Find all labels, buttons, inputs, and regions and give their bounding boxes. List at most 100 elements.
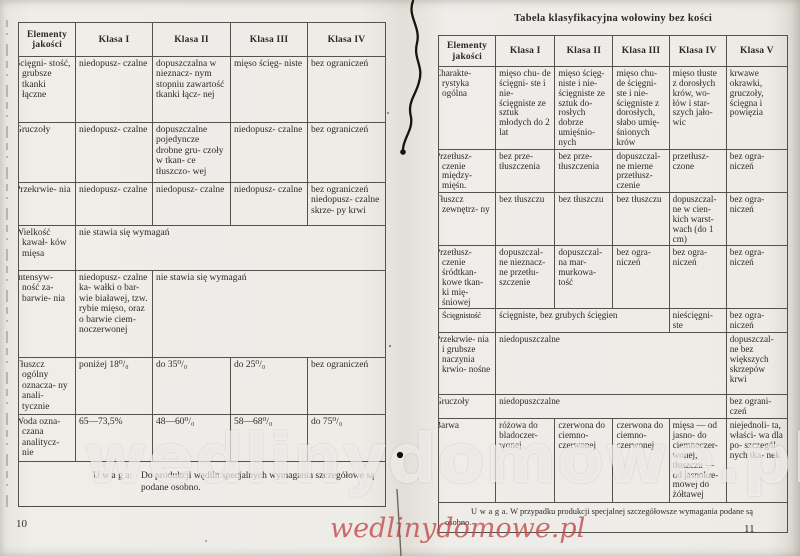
page-number-right: 11 bbox=[744, 523, 755, 535]
table-cell: czerwona do ciemno- czerwonej bbox=[554, 418, 614, 504]
row-label: Woda ozna- czana analitycz- nie bbox=[18, 414, 76, 462]
table-cell: bez ograniczeń niedopusz- czalne skrze- … bbox=[307, 182, 386, 226]
table-cell: bez ogra- niczeń bbox=[668, 245, 727, 310]
page-title: Tabela klasyfikacyjna wołowiny bez kości bbox=[513, 13, 713, 24]
table-cell: do 75⁰/₀ bbox=[307, 414, 386, 462]
table-cell: dopuszczal- ne bez większych skrzepów kr… bbox=[725, 332, 789, 396]
row-label: Gruczoły bbox=[18, 122, 76, 183]
table-cell: nie stawia się wymagań bbox=[75, 225, 386, 271]
table-cell: niedopusz- czalne bbox=[230, 182, 308, 226]
table-cell: czerwona do ciemno- czerwonej bbox=[612, 418, 670, 504]
table-cell: dopuszczalne pojedyncze drobne gru- czoł… bbox=[152, 122, 231, 183]
column-header: Klasa I bbox=[495, 35, 556, 67]
table-cell: dopuszczal- na mar- murkowa- tość bbox=[554, 245, 614, 310]
page-number-left: 10 bbox=[16, 518, 27, 530]
row-label: Tłuszcz ogólny oznacza- ny anali- tyczni… bbox=[18, 357, 76, 415]
footnote-label: U w a g a: bbox=[93, 471, 133, 481]
table-cell: bez tłuszczu bbox=[554, 192, 614, 247]
table-cell: bez ogra- niczeń bbox=[725, 245, 789, 310]
column-header: Klasa II bbox=[554, 35, 614, 67]
column-header: Klasa III bbox=[612, 35, 670, 67]
table-cell: 48—60⁰/₀ bbox=[152, 414, 231, 462]
table-cell: bez prze- tłuszczenia bbox=[495, 148, 556, 194]
table-cell: niedopusz- czalne bbox=[230, 122, 308, 183]
table-cell: niedopusz- czalne ka- wałki o bar- wie b… bbox=[75, 270, 153, 358]
table-cell: dopuszczal- ne mierne przetłusz- czenie bbox=[612, 148, 670, 194]
table-cell: niedopuszczalne bbox=[495, 394, 727, 420]
column-header: Elementy jakości bbox=[18, 22, 76, 57]
footnote: U w a g a: Do produkcji wędlin specjalny… bbox=[18, 461, 386, 507]
table-cell: bez ogra- niczeń bbox=[725, 192, 789, 247]
gutter-crease bbox=[396, 488, 402, 556]
table-cell: bez ogra- niczeń bbox=[612, 245, 670, 310]
row-label: Przetłusz- czenie między- mięśn. bbox=[437, 148, 497, 194]
row-label: Przekrwie- nia bbox=[18, 182, 76, 226]
table-cell: dopuszczalna w nieznacz- nym stopniu zaw… bbox=[152, 56, 231, 123]
table-cell: bez ogra- niczeń bbox=[725, 308, 789, 334]
speck bbox=[205, 540, 207, 542]
column-header: Klasa V bbox=[725, 35, 789, 67]
table-cell: bez ograniczeń bbox=[307, 357, 386, 415]
table-cell: bez ogra- niczeń bbox=[725, 148, 789, 194]
row-label: Charakte- rystyka ogólna bbox=[437, 66, 497, 150]
row-label: Barwa bbox=[437, 418, 497, 504]
row-label: Przekrwie- nia i grubsze naczynia krwio-… bbox=[437, 332, 497, 396]
table-cell: 65—73,5% bbox=[75, 414, 153, 462]
table-cell: niedopusz- czalne bbox=[75, 56, 153, 123]
table-cell: nieścięgni- ste bbox=[668, 308, 727, 334]
column-header: Klasa III bbox=[230, 22, 308, 57]
column-header: Klasa I bbox=[75, 22, 153, 57]
table-cell: mięsa — od jasno- do ciemnoczer- wonej, … bbox=[668, 418, 727, 504]
left-page-table: Elementy jakości Klasa I Klasa II Klasa … bbox=[18, 22, 386, 507]
table-cell: bez tłuszczu bbox=[495, 192, 556, 247]
column-header: Elementy jakości bbox=[437, 35, 497, 67]
ink-blob bbox=[400, 149, 406, 155]
column-header: Klasa IV bbox=[668, 35, 727, 67]
speck bbox=[388, 344, 392, 348]
table-cell: nie stawia się wymagań bbox=[152, 270, 386, 358]
table-cell: bez ograniczeń bbox=[307, 122, 386, 183]
table-cell: bez prze- tłuszczenia bbox=[554, 148, 614, 194]
table-cell: niedopuszczalne bbox=[495, 332, 727, 396]
table-cell: dopuszczal- ne w cien- kich warst- wach … bbox=[668, 192, 727, 247]
table-cell: przetłusz- czone bbox=[668, 148, 727, 194]
column-header: Klasa IV bbox=[307, 22, 386, 57]
gutter-hair-squiggle bbox=[401, 0, 422, 151]
footnote-text: Do produkcji wędlin specjalnych wymagani… bbox=[141, 471, 375, 493]
table-cell: mięso ścięg- niste i nie- ścięgniste ze … bbox=[554, 66, 614, 150]
table-cell: bez tłuszczu bbox=[612, 192, 670, 247]
speck bbox=[387, 112, 389, 114]
right-page-table: Elementy jakości Klasa I Klasa II Klasa … bbox=[437, 35, 789, 534]
table-cell: mięso chu- de ścięgni- ste i nie- ścięgn… bbox=[495, 66, 556, 150]
table-cell: mięso tłuste z dorosłych krów, wo- łów i… bbox=[668, 66, 727, 150]
footnote-text: W przypadku produkcji specjalnej szczegó… bbox=[445, 507, 754, 527]
row-label: Intensyw- ność za- barwie- nia bbox=[18, 270, 76, 358]
table-cell: krwawe okrawki, gruczoły, ścięgna i powi… bbox=[725, 66, 789, 150]
table-cell: dopuszczal- ne nieznacz- ne przetłu- szc… bbox=[495, 245, 556, 310]
column-header: Klasa II bbox=[152, 22, 231, 57]
table-cell: bez ograniczeń bbox=[307, 56, 386, 123]
table-cell: poniżej 18⁰/₀ bbox=[75, 357, 153, 415]
table-cell: ścięgniste, bez grubych ścięgien bbox=[495, 308, 670, 334]
row-label: Ścięgnistość bbox=[437, 308, 497, 334]
table-cell: mięso ścięg- niste bbox=[230, 56, 308, 123]
table-cell: do 35⁰/₀ bbox=[152, 357, 231, 415]
table-cell: różowa do bladoczer- wonej bbox=[495, 418, 556, 504]
table-cell: niedopusz- czalne bbox=[152, 182, 231, 226]
row-label: Tłuszcz zewnętrz- ny bbox=[437, 192, 497, 247]
table-cell: bez ograni- czeń bbox=[725, 394, 789, 420]
row-label: Ścięgni- stość, grubsze tkanki łączne bbox=[18, 56, 76, 123]
row-label: Przetłusz- czenie śródtkan- kowe tkan- k… bbox=[437, 245, 497, 310]
table-cell: 58—68⁰/₀ bbox=[230, 414, 308, 462]
ink-dot bbox=[396, 451, 404, 459]
footnote-label: U w a g a. bbox=[471, 507, 509, 517]
row-label: Gruczoły bbox=[437, 394, 497, 420]
table-cell: niedopusz- czalne bbox=[75, 122, 153, 183]
footnote: U w a g a. W przypadku produkcji specjal… bbox=[438, 502, 788, 534]
table-cell: niejednoli- ta, właści- wa dla po- szcze… bbox=[725, 418, 789, 504]
table-cell: mięso chu- de ścięgni- ste i nie- ścięgn… bbox=[612, 66, 670, 150]
row-label: Wielkość kawał- ków mięsa bbox=[18, 225, 76, 271]
table-cell: niedopusz- czalne bbox=[75, 182, 153, 226]
table-cell: do 25⁰/₀ bbox=[230, 357, 308, 415]
